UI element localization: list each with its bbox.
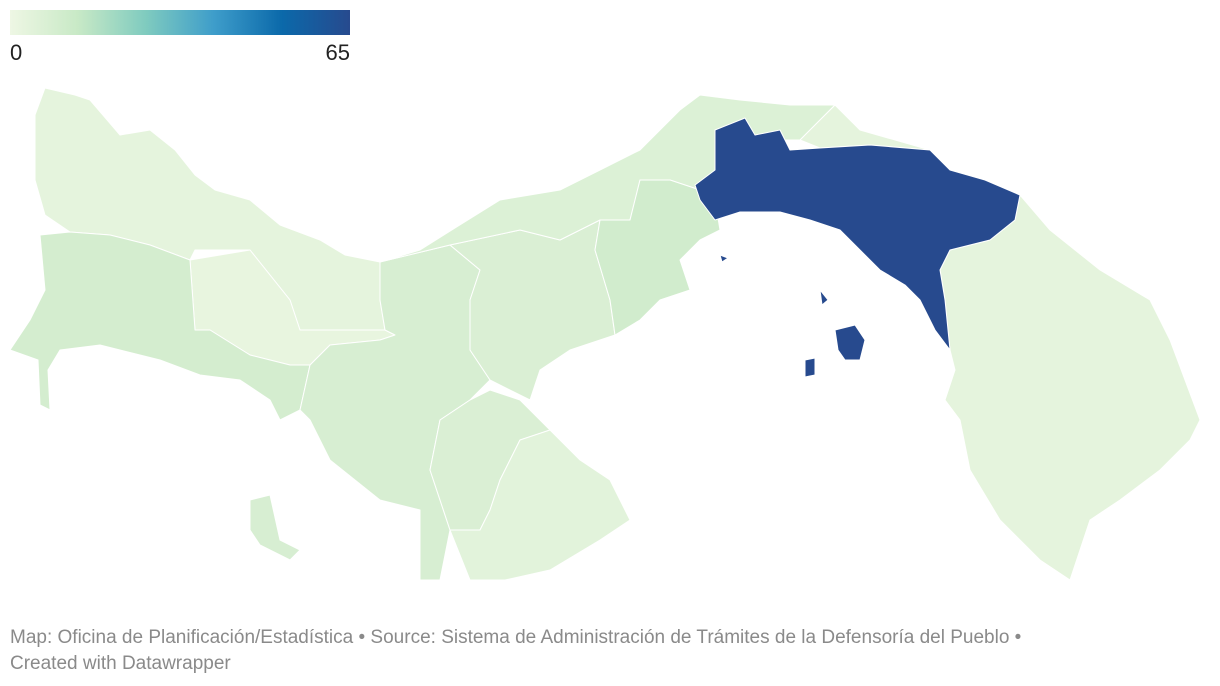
region — [9, 231, 311, 421]
region — [594, 179, 721, 336]
region — [449, 429, 631, 581]
legend-max: 65 — [326, 40, 350, 65]
footer-credit: Created with Datawrapper — [10, 653, 231, 674]
legend-min: 0 — [10, 40, 22, 65]
footer-source: Map: Oficina de Planificación/Estadístic… — [10, 627, 1021, 648]
legend-gradient — [10, 10, 350, 35]
regions — [9, 87, 1201, 581]
region — [694, 117, 1021, 378]
